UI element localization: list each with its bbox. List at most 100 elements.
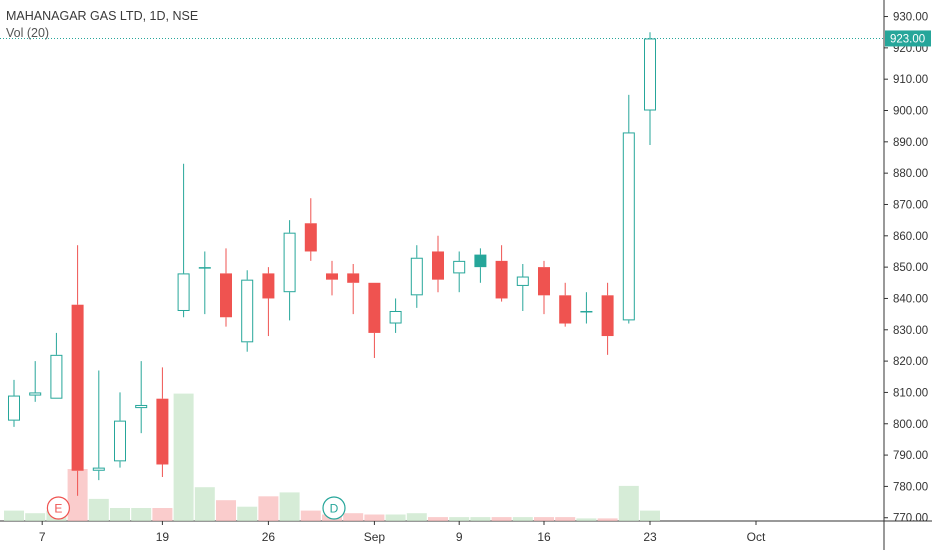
time-tick-label: 9 [456, 530, 463, 544]
volume-bar [343, 513, 364, 521]
candle-body [262, 273, 275, 299]
price-tick-label: 810.00 [893, 387, 928, 399]
price-tick-label: 860.00 [893, 231, 928, 243]
candle [241, 270, 254, 352]
candle [516, 264, 529, 311]
candle [326, 260, 338, 296]
time-tick-label: 16 [537, 530, 551, 544]
candle-body [29, 392, 42, 396]
candle-body [50, 354, 63, 399]
volume-bar [131, 508, 152, 521]
volume-bar [491, 517, 512, 521]
volume-bar [88, 498, 109, 521]
candle [177, 163, 190, 318]
candle [304, 198, 317, 261]
candle [262, 267, 275, 337]
candle-body [474, 254, 487, 268]
candle-body [432, 251, 444, 280]
candle [8, 379, 20, 427]
time-tick-label: Oct [747, 530, 766, 544]
candle-body [8, 395, 20, 421]
candle [453, 251, 466, 293]
candle-body [538, 267, 550, 296]
candle-body [347, 273, 360, 283]
candle-body [580, 310, 593, 313]
candle [135, 361, 148, 434]
candle-body [622, 132, 635, 321]
volume-bar [364, 514, 385, 521]
candle-body [241, 279, 254, 343]
candle-body [326, 273, 338, 280]
volume-bar [534, 517, 554, 521]
price-tick-label: 870.00 [893, 199, 928, 211]
event-marker-label: E [54, 502, 62, 516]
volume-bar [618, 485, 639, 521]
candle [559, 282, 572, 327]
last-price-badge-label: 923.00 [890, 33, 925, 45]
price-tick-label: 900.00 [893, 106, 928, 118]
candle-body [389, 310, 402, 324]
candle [92, 370, 105, 481]
volume-bar [237, 506, 258, 521]
candle-body [495, 260, 508, 299]
volume-bar [640, 510, 660, 521]
volume-bar [470, 517, 491, 521]
candle-body [92, 467, 105, 471]
candle-body [559, 295, 572, 324]
candle [114, 392, 126, 468]
price-tick-label: 880.00 [893, 168, 928, 180]
time-tick-label: 19 [156, 530, 170, 544]
price-tick-label: 830.00 [893, 325, 928, 337]
candle-body [368, 282, 381, 333]
candle-body [156, 398, 169, 465]
candle [474, 248, 487, 283]
price-tick-label: 850.00 [893, 262, 928, 274]
candle-body [410, 257, 423, 296]
candle [220, 248, 232, 327]
candle [368, 282, 381, 358]
candle [410, 245, 423, 308]
price-tick-label: 930.00 [893, 12, 928, 24]
volume-bar [4, 510, 24, 521]
price-tick-label: 890.00 [893, 137, 928, 149]
candle-body [601, 295, 614, 337]
event-marker: E [46, 496, 71, 520]
candle [538, 260, 550, 315]
price-tick-label: 800.00 [893, 419, 928, 431]
volume-bar [428, 517, 448, 521]
candle-body [177, 273, 190, 311]
candle-body [283, 232, 296, 293]
volume-bar [406, 513, 427, 521]
time-tick-label: 23 [643, 530, 657, 544]
candle [156, 367, 169, 478]
volume-bar [555, 517, 576, 521]
candle [389, 298, 402, 333]
time-tick-label: 26 [262, 530, 276, 544]
chart-legend: MAHANAGAR GAS LTD, 1D, NSE Vol (20) [6, 8, 198, 42]
candle [432, 235, 444, 293]
price-tick-label: 910.00 [893, 74, 928, 86]
time-tick-label: 7 [39, 530, 46, 544]
volume-bar [25, 513, 46, 521]
candle [622, 94, 635, 324]
event-marker-circle [46, 496, 71, 520]
price-tick-label: 790.00 [893, 450, 928, 462]
volume-bar [173, 393, 194, 521]
candle-body [114, 420, 126, 462]
candle-body [135, 404, 148, 409]
candle-body [198, 267, 211, 269]
time-tick-label: Sep [364, 530, 386, 544]
chart-title: MAHANAGAR GAS LTD, 1D, NSE [6, 9, 199, 23]
volume-bar [597, 518, 618, 521]
volume-bar [194, 487, 215, 521]
candle [198, 251, 211, 315]
volume-bar [110, 508, 130, 521]
candle [580, 292, 593, 324]
price-tick-label: 780.00 [893, 481, 928, 493]
candle-body [220, 273, 232, 318]
last-price-badge-bg [885, 30, 931, 47]
candle-body [71, 304, 84, 471]
candle-body [304, 223, 317, 252]
event-marker: D [322, 496, 346, 520]
